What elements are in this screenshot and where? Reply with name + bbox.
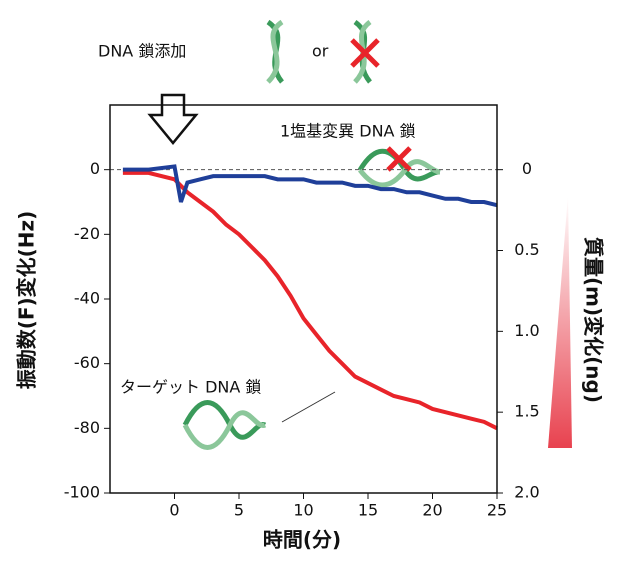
x-tick-label: 5 — [234, 501, 244, 520]
y2-tick-label: 0.5 — [514, 240, 539, 259]
cross-marks — [350, 38, 412, 172]
add-arrow — [147, 93, 199, 145]
y2-tick-label: 0 — [522, 159, 532, 178]
annotation: ターゲット DNA 鎖 — [120, 378, 261, 397]
mass-gradient — [548, 195, 572, 448]
y-tick-label: -40 — [74, 289, 100, 308]
y-tick-label: -80 — [74, 418, 100, 437]
annotation: or — [312, 42, 329, 61]
x-tick-label: 0 — [169, 501, 179, 520]
y-tick-label: -20 — [74, 224, 100, 243]
x-axis-label: 時間(分) — [263, 528, 341, 552]
y2-tick-label: 2.0 — [514, 483, 539, 502]
leader-line — [281, 391, 336, 423]
series-line — [122, 164, 498, 208]
x-tick-label: 20 — [422, 501, 442, 520]
x-tick-label: 15 — [358, 501, 378, 520]
x-tick-label: 10 — [293, 501, 313, 520]
y-axis-label: 振動数(F)変化(Hz) — [15, 211, 39, 390]
annotation: 1塩基変異 DNA 鎖 — [280, 122, 416, 141]
y2-axis-label: 質量(m)変化(ng) — [582, 237, 606, 403]
y-tick-label: -100 — [64, 483, 100, 502]
annotation: DNA 鎖添加 — [98, 42, 186, 61]
x-tick-label: 25 — [487, 501, 507, 520]
y-tick-label: 0 — [90, 159, 100, 178]
plot-frame — [109, 104, 498, 494]
y2-tick-label: 1.0 — [514, 321, 539, 340]
y-tick-label: -60 — [74, 353, 100, 372]
y2-tick-label: 1.5 — [514, 402, 539, 421]
series-line — [122, 170, 498, 431]
